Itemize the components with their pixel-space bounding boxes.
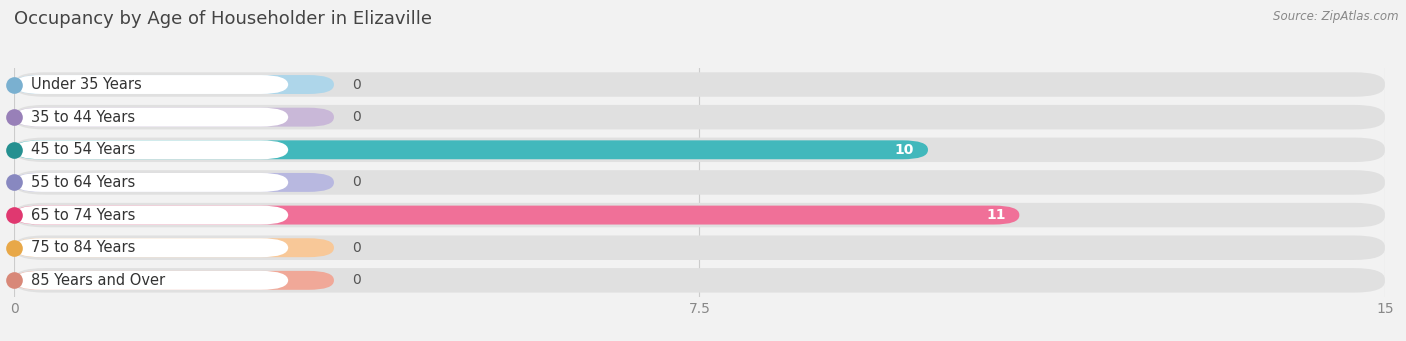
Text: 35 to 44 Years: 35 to 44 Years bbox=[31, 110, 135, 125]
FancyBboxPatch shape bbox=[14, 238, 288, 257]
FancyBboxPatch shape bbox=[14, 206, 288, 224]
FancyBboxPatch shape bbox=[14, 206, 1019, 224]
Text: 11: 11 bbox=[986, 208, 1005, 222]
Text: Source: ZipAtlas.com: Source: ZipAtlas.com bbox=[1274, 10, 1399, 23]
Text: 0: 0 bbox=[353, 110, 361, 124]
FancyBboxPatch shape bbox=[14, 72, 1385, 97]
Text: Occupancy by Age of Householder in Elizaville: Occupancy by Age of Householder in Eliza… bbox=[14, 10, 432, 28]
FancyBboxPatch shape bbox=[14, 271, 335, 290]
Text: 0: 0 bbox=[353, 273, 361, 287]
Text: 0: 0 bbox=[353, 175, 361, 190]
FancyBboxPatch shape bbox=[14, 75, 288, 94]
FancyBboxPatch shape bbox=[14, 108, 288, 127]
FancyBboxPatch shape bbox=[14, 173, 288, 192]
Text: 0: 0 bbox=[353, 77, 361, 91]
Text: 65 to 74 Years: 65 to 74 Years bbox=[31, 208, 135, 223]
FancyBboxPatch shape bbox=[14, 105, 1385, 129]
Text: 0: 0 bbox=[353, 241, 361, 255]
FancyBboxPatch shape bbox=[14, 140, 928, 159]
FancyBboxPatch shape bbox=[14, 170, 1385, 195]
Text: 75 to 84 Years: 75 to 84 Years bbox=[31, 240, 135, 255]
FancyBboxPatch shape bbox=[14, 236, 1385, 260]
FancyBboxPatch shape bbox=[14, 140, 288, 159]
Text: 85 Years and Over: 85 Years and Over bbox=[31, 273, 165, 288]
FancyBboxPatch shape bbox=[14, 173, 335, 192]
FancyBboxPatch shape bbox=[14, 268, 1385, 293]
Text: 45 to 54 Years: 45 to 54 Years bbox=[31, 142, 135, 157]
FancyBboxPatch shape bbox=[14, 238, 335, 257]
Text: Under 35 Years: Under 35 Years bbox=[31, 77, 141, 92]
FancyBboxPatch shape bbox=[14, 203, 1385, 227]
FancyBboxPatch shape bbox=[14, 108, 335, 127]
FancyBboxPatch shape bbox=[14, 271, 288, 290]
Text: 10: 10 bbox=[894, 143, 914, 157]
FancyBboxPatch shape bbox=[14, 75, 335, 94]
FancyBboxPatch shape bbox=[14, 137, 1385, 162]
Text: 55 to 64 Years: 55 to 64 Years bbox=[31, 175, 135, 190]
